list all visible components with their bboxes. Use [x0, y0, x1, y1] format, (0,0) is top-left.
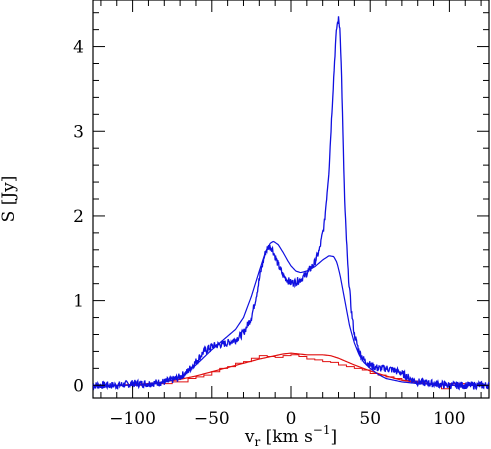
y-tick-label: 0: [73, 376, 84, 396]
y-tick-label: 2: [73, 207, 84, 227]
y-axis-label: S [Jy]: [0, 176, 19, 223]
y-tick-label: 1: [73, 292, 84, 312]
plot-frame: [92, 0, 490, 399]
y-axis-ticks: 0 1 2 3 4: [73, 12, 489, 396]
y-tick-label: 3: [73, 122, 84, 142]
y-tick-label: 4: [73, 38, 84, 58]
x-axis-label: vr [km s−1]: [244, 423, 337, 449]
x-tick-label: −100: [109, 409, 156, 429]
series-line-0: [92, 16, 490, 391]
series-line-2: [93, 352, 489, 386]
series-line-1: [93, 240, 489, 386]
x-tick-label: 0: [286, 409, 297, 429]
series-layer: [92, 16, 490, 391]
x-axis-ticks: −100 −50 0 50 100: [100, 0, 482, 429]
x-tick-label: 100: [433, 409, 465, 429]
x-tick-label: 50: [359, 409, 381, 429]
x-tick-label: −50: [194, 409, 230, 429]
